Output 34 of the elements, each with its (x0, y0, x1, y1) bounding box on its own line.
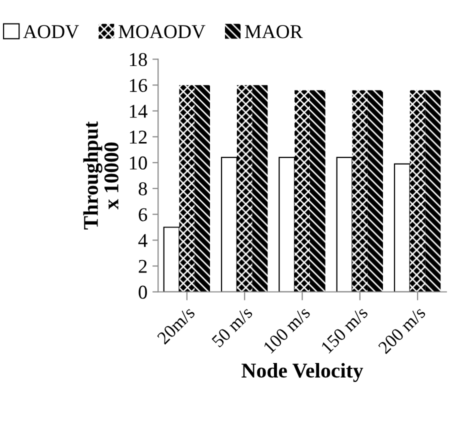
bar (410, 90, 426, 292)
y-tick-label: 10 (130, 156, 147, 170)
y-tick-label: 2 (138, 260, 147, 273)
y-tick-label: 18 (130, 53, 147, 66)
x-tick-label: 150 m/s (320, 306, 368, 354)
x-axis-title: Node Velocity (242, 362, 364, 382)
bar (336, 156, 353, 292)
bar (294, 90, 310, 292)
y-tick-label: 6 (138, 208, 148, 222)
x-tick-label: 100 m/s (262, 306, 311, 354)
y-tick-label: 8 (138, 182, 147, 196)
bar (352, 90, 368, 292)
bar (310, 90, 326, 292)
y-tick-label: 12 (130, 130, 147, 144)
bar (163, 226, 180, 292)
y-tick-label: 4 (138, 234, 148, 247)
bar (278, 156, 296, 292)
bar (425, 90, 441, 292)
legend-label: MAOR (245, 25, 303, 38)
bar (220, 156, 238, 292)
bar (236, 85, 252, 292)
bar (368, 90, 383, 292)
bar (252, 85, 268, 292)
y-tick-label: 0 (138, 286, 147, 299)
y-axis-title: Throughput x 10000 (83, 121, 118, 230)
x-tick-label: 200 m/s (378, 306, 426, 354)
x-tick-label: 50 m/s (211, 306, 254, 348)
y-tick-label: 14 (130, 104, 148, 118)
bar (394, 163, 410, 292)
bar (194, 85, 210, 292)
bar (179, 85, 195, 292)
legend-label: AODV (23, 25, 79, 38)
legend-label: MOAODV (118, 25, 206, 38)
y-tick-label: 16 (130, 78, 148, 92)
